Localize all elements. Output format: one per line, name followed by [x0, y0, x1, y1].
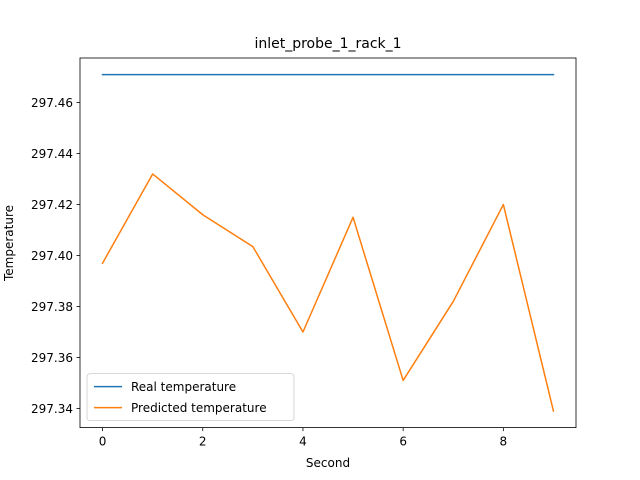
chart-title: inlet_probe_1_rack_1: [254, 36, 401, 52]
y-tick-label: 297.40: [31, 249, 73, 263]
x-axis-label: Second: [306, 456, 350, 470]
y-tick-label: 297.44: [31, 147, 73, 161]
x-tick-label: 6: [399, 435, 407, 449]
y-tick-label: 297.42: [31, 198, 73, 212]
legend-label: Real temperature: [131, 380, 236, 394]
legend: Real temperature Predicted temperature: [86, 373, 295, 422]
plot-area-frame: [79, 57, 577, 429]
legend-label: Predicted temperature: [131, 401, 267, 415]
y-axis: 297.34 297.36 297.38 297.40 297.42 297.44 297.…: [31, 96, 80, 416]
x-axis: 0 2 4 6 8: [99, 427, 508, 449]
x-tick-label: 4: [299, 435, 307, 449]
y-tick-label: 297.34: [31, 402, 73, 416]
y-axis-label: Temperature: [2, 205, 16, 282]
y-tick-label: 297.38: [31, 300, 73, 314]
x-tick-label: 8: [500, 435, 508, 449]
legend-box: [86, 373, 295, 422]
series-line-2: [101, 173, 555, 412]
series-layer: [101, 73, 555, 412]
x-tick-label: 0: [99, 435, 107, 449]
y-tick-label: 297.46: [31, 96, 73, 110]
y-tick-label: 297.36: [31, 351, 73, 365]
x-tick-label: 2: [199, 435, 207, 449]
